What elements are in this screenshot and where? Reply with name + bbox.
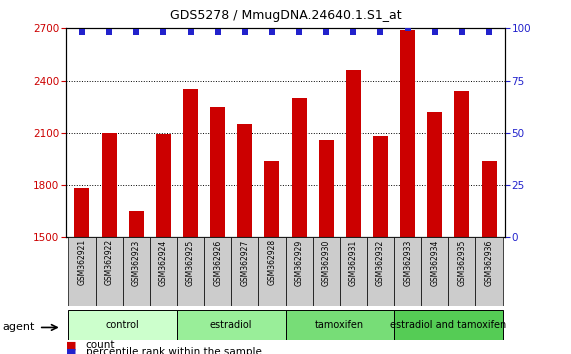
- Point: [430, 30, 439, 35]
- Bar: [258, 237, 286, 306]
- Text: ■: ■: [66, 347, 76, 354]
- Point: [403, 25, 412, 31]
- Bar: [394, 310, 502, 340]
- Bar: [346, 70, 361, 237]
- Bar: [448, 237, 476, 306]
- Text: tamoxifen: tamoxifen: [315, 320, 364, 330]
- Text: percentile rank within the sample: percentile rank within the sample: [86, 347, 262, 354]
- Bar: [286, 310, 394, 340]
- Bar: [481, 161, 497, 237]
- Bar: [74, 188, 90, 237]
- Text: GSM362935: GSM362935: [457, 239, 467, 286]
- Bar: [421, 237, 448, 306]
- Bar: [238, 124, 252, 237]
- Bar: [340, 237, 367, 306]
- Bar: [400, 30, 415, 237]
- Text: estradiol: estradiol: [210, 320, 252, 330]
- Point: [295, 30, 304, 35]
- Text: GSM362921: GSM362921: [78, 239, 86, 285]
- Bar: [394, 237, 421, 306]
- Bar: [177, 310, 286, 340]
- Bar: [129, 211, 144, 237]
- Point: [240, 30, 250, 35]
- Text: GSM362933: GSM362933: [403, 239, 412, 286]
- Text: GDS5278 / MmugDNA.24640.1.S1_at: GDS5278 / MmugDNA.24640.1.S1_at: [170, 9, 401, 22]
- Point: [349, 30, 358, 35]
- Point: [132, 30, 141, 35]
- Bar: [286, 237, 313, 306]
- Bar: [367, 237, 394, 306]
- Point: [376, 30, 385, 35]
- Text: GSM362929: GSM362929: [295, 239, 304, 285]
- Bar: [313, 237, 340, 306]
- Point: [159, 30, 168, 35]
- Text: GSM362931: GSM362931: [349, 239, 358, 285]
- Point: [104, 30, 114, 35]
- Bar: [210, 107, 225, 237]
- Text: GSM362923: GSM362923: [132, 239, 140, 285]
- Text: GSM362930: GSM362930: [321, 239, 331, 286]
- Bar: [476, 237, 502, 306]
- Bar: [123, 237, 150, 306]
- Text: GSM362922: GSM362922: [104, 239, 114, 285]
- Bar: [177, 237, 204, 306]
- Point: [78, 30, 87, 35]
- Text: GSM362924: GSM362924: [159, 239, 168, 285]
- Bar: [204, 237, 231, 306]
- Point: [267, 30, 276, 35]
- Text: GSM362936: GSM362936: [485, 239, 493, 286]
- Text: estradiol and tamoxifen: estradiol and tamoxifen: [390, 320, 506, 330]
- Bar: [69, 237, 95, 306]
- Bar: [264, 161, 279, 237]
- Text: GSM362932: GSM362932: [376, 239, 385, 285]
- Text: control: control: [106, 320, 139, 330]
- Text: GSM362928: GSM362928: [267, 239, 276, 285]
- Text: GSM362925: GSM362925: [186, 239, 195, 285]
- Text: GSM362927: GSM362927: [240, 239, 250, 285]
- Bar: [319, 140, 333, 237]
- Bar: [231, 237, 258, 306]
- Bar: [69, 310, 177, 340]
- Bar: [427, 112, 442, 237]
- Text: agent: agent: [3, 322, 35, 332]
- Text: GSM362926: GSM362926: [213, 239, 222, 285]
- Bar: [373, 136, 388, 237]
- Point: [321, 30, 331, 35]
- Point: [213, 30, 222, 35]
- Text: GSM362934: GSM362934: [431, 239, 439, 286]
- Point: [457, 30, 467, 35]
- Bar: [150, 237, 177, 306]
- Bar: [292, 98, 307, 237]
- Text: ■: ■: [66, 340, 76, 350]
- Text: count: count: [86, 340, 115, 350]
- Point: [484, 30, 493, 35]
- Bar: [183, 89, 198, 237]
- Bar: [102, 133, 116, 237]
- Bar: [156, 135, 171, 237]
- Point: [186, 30, 195, 35]
- Bar: [95, 237, 123, 306]
- Bar: [455, 91, 469, 237]
